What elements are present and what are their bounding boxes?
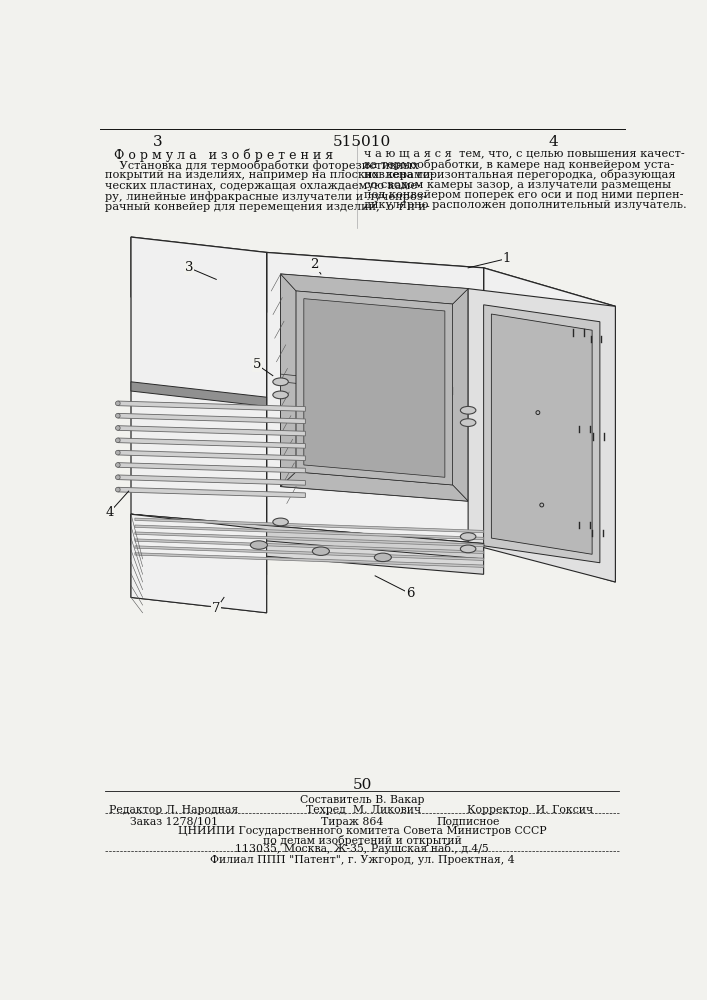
Ellipse shape — [374, 553, 392, 562]
Ellipse shape — [115, 413, 120, 418]
Ellipse shape — [115, 401, 120, 406]
Polygon shape — [135, 546, 484, 560]
Ellipse shape — [460, 406, 476, 414]
Text: ва термообработки, в камере над конвейером уста-: ва термообработки, в камере над конвейер… — [364, 159, 674, 170]
Ellipse shape — [115, 450, 120, 455]
Polygon shape — [118, 438, 305, 448]
Text: новлена горизонтальная перегородка, образующая: новлена горизонтальная перегородка, обра… — [364, 169, 676, 180]
Text: 5: 5 — [253, 358, 262, 371]
Ellipse shape — [115, 438, 120, 443]
Text: ческих пластинах, содержащая охлаждаемую каме-: ческих пластинах, содержащая охлаждаемую… — [105, 181, 421, 191]
Polygon shape — [484, 268, 615, 582]
Text: 1: 1 — [503, 252, 511, 265]
Polygon shape — [281, 274, 468, 501]
Polygon shape — [267, 252, 484, 544]
Text: Редактор Л. Народная: Редактор Л. Народная — [109, 805, 238, 815]
Text: 7: 7 — [212, 602, 221, 615]
Ellipse shape — [273, 378, 288, 386]
Text: 3: 3 — [185, 261, 194, 274]
Text: 515010: 515010 — [333, 135, 391, 149]
Polygon shape — [296, 291, 452, 485]
Polygon shape — [131, 237, 267, 530]
Text: 113035, Москва, Ж-35, Раушская наб., д.4/5: 113035, Москва, Ж-35, Раушская наб., д.4… — [235, 843, 489, 854]
Polygon shape — [484, 305, 600, 563]
Text: 4: 4 — [549, 135, 559, 149]
Polygon shape — [131, 514, 484, 559]
Text: 50: 50 — [352, 778, 372, 792]
Text: Филиал ППП "Патент", г. Ужгород, ул. Проектная, 4: Филиал ППП "Патент", г. Ужгород, ул. Про… — [210, 855, 514, 865]
Polygon shape — [131, 514, 484, 574]
Ellipse shape — [273, 518, 288, 526]
Ellipse shape — [115, 463, 120, 467]
Polygon shape — [296, 376, 452, 395]
Text: 3: 3 — [153, 135, 163, 149]
Text: Ф о р м у л а   и з о б р е т е н и я: Ф о р м у л а и з о б р е т е н и я — [115, 148, 334, 162]
Text: Составитель В. Вакар: Составитель В. Вакар — [300, 795, 424, 805]
Text: Установка для термообработки фоторезистивных: Установка для термообработки фоторезисти… — [105, 160, 419, 171]
Polygon shape — [118, 413, 305, 424]
Text: 6: 6 — [406, 587, 414, 600]
Polygon shape — [468, 289, 615, 582]
Polygon shape — [118, 487, 305, 498]
Polygon shape — [131, 382, 267, 406]
Polygon shape — [281, 472, 468, 501]
Polygon shape — [118, 401, 305, 411]
Polygon shape — [131, 559, 267, 613]
Text: Подписное: Подписное — [436, 817, 500, 827]
Text: по делам изобретений и открытий: по делам изобретений и открытий — [262, 835, 462, 846]
Text: под конвейером поперек его оси и под ними перпен-: под конвейером поперек его оси и под ним… — [364, 190, 684, 200]
Text: Заказ 1278/101: Заказ 1278/101 — [129, 817, 218, 827]
Polygon shape — [304, 299, 445, 477]
Ellipse shape — [460, 419, 476, 426]
Ellipse shape — [250, 541, 267, 549]
Polygon shape — [118, 463, 305, 473]
Text: со сводом камеры зазор, а излучатели размещены: со сводом камеры зазор, а излучатели раз… — [364, 180, 672, 190]
Polygon shape — [452, 289, 468, 501]
Text: ч а ю щ а я с я  тем, что, с целью повышения качест-: ч а ю щ а я с я тем, что, с целью повыше… — [364, 148, 685, 158]
Polygon shape — [135, 525, 484, 540]
Polygon shape — [135, 518, 484, 533]
Ellipse shape — [273, 391, 288, 399]
Text: Тираж 864: Тираж 864 — [321, 817, 383, 827]
Polygon shape — [281, 274, 296, 487]
Text: Корректор  И. Гоксич: Корректор И. Гоксич — [467, 805, 593, 815]
Polygon shape — [131, 237, 267, 312]
Polygon shape — [118, 426, 305, 436]
Ellipse shape — [115, 475, 120, 480]
Text: ру, линейные инфракрасные излучатели и лучепроз-: ру, линейные инфракрасные излучатели и л… — [105, 191, 427, 202]
Text: 2: 2 — [310, 258, 319, 271]
Text: рачный конвейер для перемещения изделий,  о т л и-: рачный конвейер для перемещения изделий,… — [105, 202, 430, 212]
Polygon shape — [135, 532, 484, 547]
Polygon shape — [135, 539, 484, 554]
Polygon shape — [296, 291, 452, 485]
Polygon shape — [281, 274, 468, 304]
Text: Техред  М. Ликович: Техред М. Ликович — [306, 805, 421, 815]
Ellipse shape — [312, 547, 329, 555]
Polygon shape — [131, 514, 267, 613]
Polygon shape — [267, 252, 615, 306]
Text: ЦНИИПИ Государственного комитета Совета Министров СССР: ЦНИИПИ Государственного комитета Совета … — [177, 826, 547, 836]
Ellipse shape — [460, 545, 476, 553]
Polygon shape — [135, 553, 484, 567]
Text: 4: 4 — [105, 506, 114, 519]
Polygon shape — [131, 514, 267, 574]
Text: дикулярно расположен дополнительный излучатель.: дикулярно расположен дополнительный излу… — [364, 200, 687, 210]
Ellipse shape — [115, 426, 120, 430]
Ellipse shape — [115, 487, 120, 492]
Polygon shape — [118, 475, 305, 485]
Polygon shape — [118, 450, 305, 461]
Ellipse shape — [460, 533, 476, 540]
Polygon shape — [491, 314, 592, 554]
Text: покрытий на изделиях, например на плоских  керами-: покрытий на изделиях, например на плоски… — [105, 170, 435, 180]
Polygon shape — [281, 374, 296, 383]
